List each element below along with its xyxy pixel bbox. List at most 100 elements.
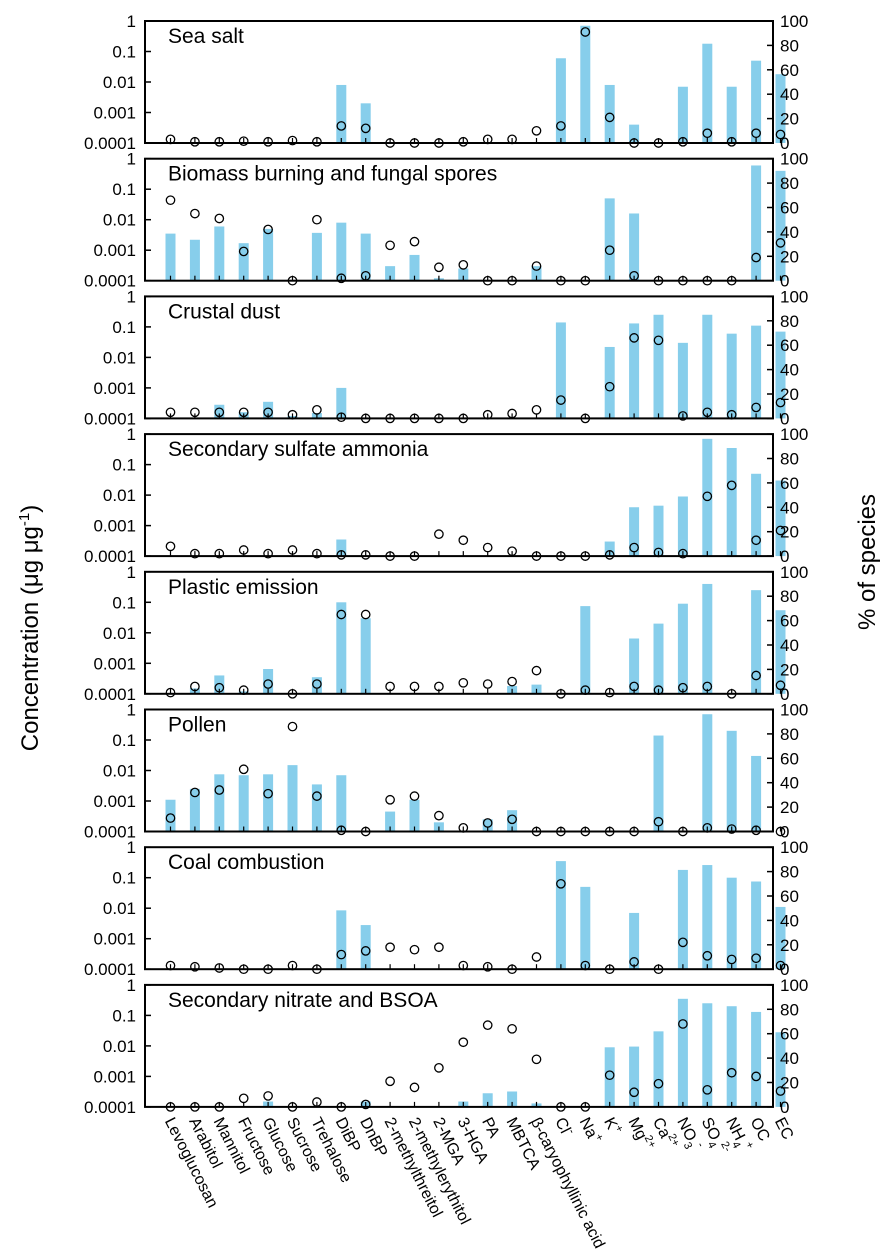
- bar-24: [726, 333, 737, 419]
- species-percent-marker-8: [336, 412, 347, 423]
- left-tick-label: 0.01: [103, 348, 136, 367]
- bar-21: [653, 735, 664, 832]
- species-percent-marker-12: [434, 1063, 444, 1073]
- left-tick-label: 0.01: [103, 211, 136, 230]
- right-tick-label: 20: [780, 660, 799, 679]
- species-percent-marker-21: [653, 816, 664, 827]
- panel-5: 1 0.1 0.01 0.001 0.0001 100 80 60 40 20 0 Plastic e…: [84, 563, 808, 704]
- right-tick-label: 80: [780, 450, 799, 469]
- right-tick-label: 100: [780, 701, 808, 720]
- left-tick-label: 1: [127, 563, 136, 582]
- bar-20: [629, 213, 640, 281]
- bar-5: [263, 228, 274, 281]
- right-tick-label: 80: [780, 312, 799, 331]
- bar-10: [385, 811, 396, 832]
- right-tick-label: 0: [780, 272, 789, 291]
- bar-8: [336, 84, 347, 143]
- right-tick-label: 40: [780, 361, 799, 380]
- species-percent-marker-25: [751, 825, 761, 836]
- species-percent-marker-25: [751, 252, 761, 263]
- bar-3: [214, 774, 225, 832]
- right-axis-title: % of species: [851, 0, 891, 1255]
- bar-26: [775, 170, 786, 281]
- species-percent-marker-16: [531, 1054, 542, 1065]
- panel-8: 1 0.1 0.01 0.001 0.0001 100 80 60 40 20 0 Secondary…: [84, 976, 808, 1117]
- species-percent-marker-9: [360, 946, 371, 956]
- bar-1: [165, 233, 176, 281]
- left-tick-label: 1: [127, 12, 136, 31]
- species-percent-marker-25: [751, 535, 761, 546]
- species-percent-marker-24: [726, 480, 737, 491]
- bar-16: [531, 266, 542, 281]
- species-percent-marker-11: [409, 236, 420, 247]
- species-percent-marker-16: [531, 952, 542, 962]
- species-percent-marker-8: [336, 273, 347, 284]
- left-tick-label: 0.01: [103, 899, 136, 918]
- left-tick-label: 0.001: [93, 241, 136, 260]
- left-tick-label: 0.0001: [84, 960, 136, 979]
- species-percent-marker-11: [409, 1082, 420, 1093]
- right-tick-label: 80: [780, 174, 799, 193]
- species-percent-marker-7: [312, 405, 322, 415]
- species-percent-marker-19: [604, 550, 615, 560]
- bar-19: [604, 198, 615, 281]
- panel-7: 1 0.1 0.01 0.001 0.0001 100 80 60 40 20 0 Coal comb…: [84, 838, 808, 979]
- bar-21: [653, 314, 664, 419]
- bar-25: [751, 325, 762, 419]
- species-percent-marker-9: [360, 1099, 371, 1110]
- species-percent-marker-19: [604, 245, 615, 256]
- panel-4: 1 0.1 0.01 0.001 0.0001 100 80 60 40 20 0 Secondary…: [84, 425, 808, 566]
- species-percent-marker-12: [434, 942, 444, 953]
- species-percent-marker-14: [482, 961, 493, 972]
- bar-9: [360, 618, 371, 694]
- species-percent-marker-25: [751, 1071, 761, 1082]
- species-percent-marker-25: [751, 128, 761, 139]
- species-percent-marker-26: [775, 1086, 786, 1096]
- bar-26: [775, 331, 786, 419]
- left-tick-label: 1: [127, 287, 136, 306]
- species-percent-marker-22: [678, 1019, 688, 1029]
- species-percent-marker-15: [507, 676, 517, 687]
- species-percent-marker-16: [531, 665, 542, 676]
- bar-18: [580, 886, 591, 970]
- bar-4: [238, 775, 249, 832]
- right-tick-label: 60: [780, 336, 799, 355]
- species-percent-marker-7: [312, 791, 322, 801]
- species-percent-marker-13: [458, 535, 469, 546]
- species-percent-marker-26: [775, 238, 786, 248]
- species-percent-marker-10: [385, 794, 395, 805]
- left-tick-label: 0.1: [112, 318, 136, 337]
- species-percent-marker-19: [604, 687, 615, 698]
- bar-22: [677, 342, 688, 419]
- species-percent-marker-19: [604, 381, 615, 392]
- species-percent-marker-8: [336, 550, 347, 560]
- bar-21: [653, 505, 664, 557]
- bar-3: [214, 404, 225, 419]
- species-percent-marker-21: [653, 1078, 664, 1089]
- left-axis-title: Concentration (μg μg-1): [8, 0, 48, 1255]
- bar-24: [726, 448, 737, 557]
- right-tick-label: 20: [780, 247, 799, 266]
- species-percent-marker-16: [531, 405, 542, 415]
- right-tick-label: 60: [780, 1025, 799, 1044]
- bar-21: [653, 1031, 664, 1107]
- right-tick-label: 20: [780, 1074, 799, 1093]
- left-tick-label: 0.0001: [84, 685, 136, 704]
- species-percent-marker-5: [263, 788, 273, 799]
- species-percent-marker-5: [263, 1091, 273, 1101]
- bar-15: [507, 1091, 518, 1107]
- bar-22: [677, 496, 688, 557]
- bar-17: [555, 322, 566, 419]
- bar-24: [726, 1006, 737, 1107]
- bar-24: [726, 877, 737, 970]
- species-percent-marker-11: [409, 791, 420, 801]
- bar-23: [702, 43, 713, 143]
- bar-26: [775, 74, 786, 143]
- species-percent-marker-5: [263, 679, 273, 689]
- species-percent-marker-24: [726, 1067, 737, 1078]
- left-axis-label: Concentration (μg μg-1): [16, 505, 44, 751]
- bar-8: [336, 387, 347, 419]
- species-percent-marker-26: [775, 525, 786, 536]
- bar-14: [482, 1093, 493, 1107]
- species-percent-marker-23: [702, 128, 713, 139]
